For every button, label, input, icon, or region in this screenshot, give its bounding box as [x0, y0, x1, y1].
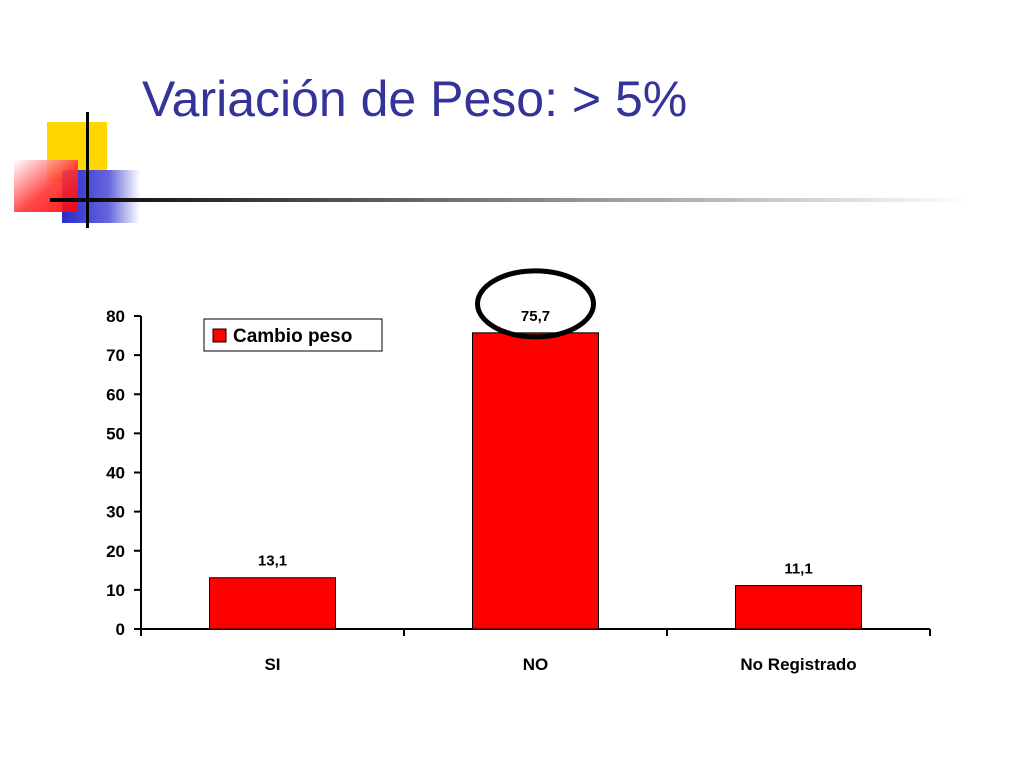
- y-tick-label: 60: [106, 385, 125, 404]
- legend-box: [203, 318, 383, 352]
- y-tick-label: 20: [106, 542, 125, 561]
- x-axis: SI NO No Registrado: [140, 628, 931, 674]
- highlight-ellipse-shape: [475, 268, 596, 340]
- legend: Cambio peso: [203, 318, 383, 352]
- y-tick-label: 0: [116, 620, 125, 639]
- bar-si: [209, 577, 336, 630]
- data-label: 11,1: [784, 561, 812, 578]
- highlight-ellipse: [475, 268, 596, 340]
- y-axis: 0 10 20 30 40 50 60 70 80: [106, 307, 142, 639]
- y-tick-label: 10: [106, 581, 125, 600]
- data-label: 13,1: [258, 553, 287, 570]
- x-tick-label: No Registrado: [740, 655, 856, 674]
- legend-swatch: [212, 328, 227, 343]
- bar-no: [472, 332, 599, 630]
- slide-title: Variación de Peso: > 5%: [142, 71, 688, 127]
- y-tick-label: 70: [106, 346, 125, 365]
- deco-horizontal-line: [50, 198, 970, 202]
- y-tick-label: 80: [106, 307, 125, 326]
- slide-decoration: [14, 112, 970, 228]
- bar-no-registrado: [735, 585, 862, 630]
- data-label: 75,7: [521, 308, 550, 325]
- bars: 13,1 75,7 11,1: [209, 308, 862, 630]
- y-tick-label: 40: [106, 464, 125, 483]
- deco-vertical-line: [86, 112, 89, 228]
- y-tick-label: 50: [106, 424, 125, 443]
- legend-label: Cambio peso: [233, 326, 352, 347]
- deco-red-square: [14, 160, 78, 212]
- x-tick-label: SI: [264, 655, 280, 674]
- x-tick-label: NO: [523, 655, 549, 674]
- y-tick-label: 30: [106, 503, 125, 522]
